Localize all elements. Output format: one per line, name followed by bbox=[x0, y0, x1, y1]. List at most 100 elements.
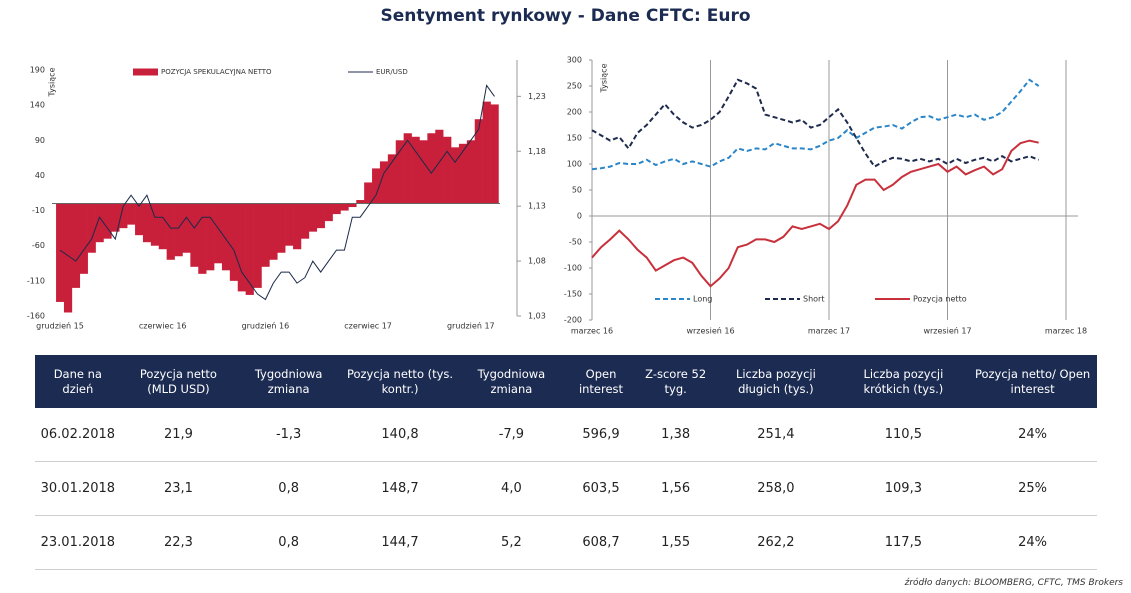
table-cell: 117,5 bbox=[838, 515, 969, 570]
bar bbox=[103, 203, 112, 239]
bar bbox=[214, 203, 223, 264]
bar bbox=[324, 203, 333, 222]
column-header: Liczba pozycji długich (tys.) bbox=[713, 355, 839, 408]
bar bbox=[182, 203, 191, 253]
bar bbox=[119, 203, 128, 229]
bar bbox=[174, 203, 183, 257]
table-cell: 23.01.2018 bbox=[35, 515, 121, 570]
column-header: Liczba pozycji krótkich (tys.) bbox=[838, 355, 969, 408]
line-series bbox=[59, 84, 495, 301]
charts: 190 140 90 40 -10 -60 -110 -160 1,23 1,18 1,13 1,08… bbox=[27, 56, 1087, 336]
bar bbox=[332, 203, 341, 215]
y-tick-label: -200 bbox=[564, 316, 582, 325]
bar bbox=[466, 140, 476, 204]
column-header: Dane na dzień bbox=[35, 355, 121, 408]
legend-label: Pozycja netto bbox=[913, 295, 967, 304]
bar bbox=[206, 203, 215, 271]
bar bbox=[316, 203, 325, 229]
legend-label: POZYCJA SPEKULACYJNA NETTO bbox=[161, 68, 272, 76]
bar bbox=[372, 168, 381, 204]
bar bbox=[245, 203, 254, 295]
page-title: Sentyment rynkowy - Dane CFTC: Euro bbox=[380, 6, 751, 26]
bar bbox=[443, 136, 452, 204]
bar bbox=[229, 203, 239, 281]
table-cell: 30.01.2018 bbox=[35, 461, 121, 516]
bar bbox=[198, 203, 207, 274]
y-axis-title: Tysiące bbox=[600, 63, 609, 93]
y-axis-title: Tysiące bbox=[48, 67, 57, 97]
table-cell: 24% bbox=[968, 515, 1097, 570]
legend-label: Short bbox=[803, 295, 824, 304]
table-cell: 596,9 bbox=[563, 408, 639, 462]
bar bbox=[56, 203, 65, 302]
y-tick-label: -110 bbox=[27, 276, 45, 285]
bar bbox=[253, 203, 262, 288]
y-tick-label: 0 bbox=[577, 212, 582, 221]
bar bbox=[419, 140, 428, 204]
y-tick-label: -160 bbox=[27, 312, 45, 321]
y-tick-label: 140 bbox=[30, 101, 45, 110]
y-tick-label: 90 bbox=[35, 136, 45, 145]
y-tick-label: 250 bbox=[567, 82, 582, 91]
legend-label: EUR/USD bbox=[376, 68, 408, 76]
bar bbox=[127, 203, 136, 225]
bar bbox=[142, 203, 152, 243]
table-cell: 24% bbox=[968, 408, 1097, 462]
table-cell: 258,0 bbox=[713, 461, 839, 516]
bar bbox=[285, 203, 294, 246]
bar bbox=[221, 203, 231, 271]
bar bbox=[490, 104, 499, 204]
bar bbox=[79, 203, 88, 274]
bar bbox=[403, 133, 412, 204]
x-tick-label: czerwiec 16 bbox=[139, 322, 187, 331]
table-cell: 5,2 bbox=[458, 515, 564, 570]
y-tick-label: 50 bbox=[572, 186, 582, 195]
table-cell: 608,7 bbox=[563, 515, 639, 570]
x-tick-label: grudzień 15 bbox=[36, 322, 84, 331]
table-cell: 22,3 bbox=[120, 515, 237, 570]
x-tick-label: wrzesień 16 bbox=[686, 327, 734, 336]
column-header: Z-score 52 tyg. bbox=[638, 355, 714, 408]
y2-tick-label: 1,23 bbox=[528, 92, 546, 101]
table-header: Dane na dzień Pozycja netto (MLD USD) Tygo… bbox=[35, 355, 1097, 408]
table-cell: 148,7 bbox=[341, 461, 459, 516]
table-cell: 25% bbox=[968, 461, 1097, 516]
bar bbox=[482, 101, 491, 204]
bar bbox=[237, 203, 246, 292]
bar bbox=[308, 203, 318, 232]
y-tick-label: -10 bbox=[32, 206, 45, 215]
bar bbox=[190, 203, 199, 267]
line-series bbox=[591, 78, 1040, 168]
bar bbox=[71, 203, 81, 288]
table-cell: 140,8 bbox=[341, 408, 459, 462]
table-cell: -1,3 bbox=[236, 408, 342, 462]
bar bbox=[293, 203, 302, 250]
bar bbox=[166, 203, 175, 260]
source-note: źródło danych: BLOOMBERG, CFTC, TMS Brok… bbox=[904, 578, 1123, 588]
table-row: 23.01.2018 22,3 0,8 144,7 5,2 608,7 1,55 262,2 1… bbox=[35, 515, 1097, 570]
table-cell: 1,55 bbox=[638, 515, 714, 570]
bar bbox=[348, 203, 357, 208]
table-cell: 603,5 bbox=[563, 461, 639, 516]
bar bbox=[300, 203, 310, 239]
x-tick-label: wrzesień 17 bbox=[923, 327, 971, 336]
column-header: Tygodniowa zmiana bbox=[236, 355, 342, 408]
bar bbox=[277, 203, 286, 253]
column-header: Open interest bbox=[563, 355, 639, 408]
table-cell: 144,7 bbox=[341, 515, 459, 570]
bar bbox=[111, 203, 120, 232]
line-series bbox=[591, 139, 1039, 288]
bar bbox=[150, 203, 160, 246]
y-tick-label: -60 bbox=[32, 241, 45, 250]
column-header: Pozycja netto (MLD USD) bbox=[120, 355, 237, 408]
table-row: 06.02.2018 21,9 -1,3 140,8 -7,9 596,9 1,38 251,… bbox=[35, 408, 1097, 462]
table-cell: 1,56 bbox=[638, 461, 714, 516]
y2-tick-label: 1,13 bbox=[528, 202, 546, 211]
table-cell: 262,2 bbox=[713, 515, 839, 570]
y-tick-label: 300 bbox=[567, 56, 582, 65]
bar bbox=[427, 133, 436, 204]
bar bbox=[95, 203, 104, 243]
bar bbox=[379, 161, 389, 204]
column-header: Pozycja netto/ Open interest bbox=[968, 355, 1097, 408]
y-tick-label: 150 bbox=[567, 134, 582, 143]
